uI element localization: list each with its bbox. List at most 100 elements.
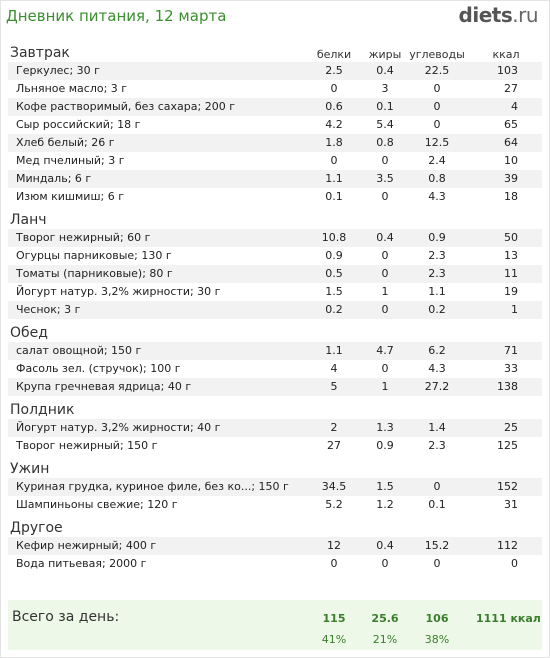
food-protein: 27 (327, 439, 341, 452)
food-row: Огурцы парниковые; 130 г 0.9 0 2.3 13 (8, 247, 542, 265)
food-name: Кофе растворимый, без сахара; 200 г (16, 100, 235, 113)
food-name: Йогурт натур. 3,2% жирности; 40 г (16, 421, 221, 434)
food-row: Геркулес; 30 г 2.5 0.4 22.5 103 (8, 62, 542, 80)
food-protein: 1.1 (325, 344, 343, 357)
food-protein: 5.2 (325, 498, 343, 511)
food-name: Хлеб белый; 26 г (16, 136, 115, 149)
food-fat: 3 (381, 82, 389, 95)
food-carbs: 2.3 (428, 267, 446, 280)
food-protein: 0.1 (325, 190, 343, 203)
food-row: Фасоль зел. (стручок); 100 г 4 0 4.3 33 (8, 360, 542, 378)
total-kcal: 1111 ккал (476, 612, 541, 625)
food-protein: 0 (330, 154, 338, 167)
food-name: Мед пчелиный; 3 г (16, 154, 125, 167)
food-row: Кофе растворимый, без сахара; 200 г 0.6 0.… (8, 98, 542, 116)
food-carbs: 0.2 (428, 303, 446, 316)
food-fat: 0 (381, 249, 389, 262)
section-title: Полдник (10, 402, 75, 418)
food-fat: 0 (381, 267, 389, 280)
food-row: Изюм кишмиш; 6 г 0.1 0 4.3 18 (8, 188, 542, 206)
food-row: Творог нежирный; 60 г 10.8 0.4 0.9 50 (8, 229, 542, 247)
fat-percent: 21% (372, 633, 398, 646)
food-protein: 1.1 (325, 172, 343, 185)
food-carbs: 1.4 (428, 421, 446, 434)
food-fat: 1.5 (376, 480, 394, 493)
food-carbs: 0 (433, 82, 441, 95)
food-protein: 2.5 (325, 64, 343, 77)
food-fat: 0.1 (376, 100, 394, 113)
section-title: Ужин (10, 461, 50, 477)
food-protein: 10.8 (321, 231, 347, 244)
food-row: Творог нежирный; 150 г 27 0.9 2.3 125 (8, 437, 542, 455)
section-title: Ланч (10, 212, 47, 228)
food-fat: 0.4 (376, 231, 394, 244)
food-fat: 1.3 (376, 421, 394, 434)
food-name: Сыр российский; 18 г (16, 118, 141, 131)
food-carbs: 0.8 (428, 172, 446, 185)
food-fat: 0 (381, 557, 389, 570)
food-kcal: 10 (504, 154, 518, 167)
carbs-percent: 38% (424, 633, 450, 646)
food-name: Йогурт натур. 3,2% жирности; 30 г (16, 285, 221, 298)
total-protein: 115 (322, 612, 346, 625)
column-header-kcal: ккал (492, 48, 520, 61)
food-name: Чеснок; 3 г (16, 303, 81, 316)
food-fat: 0.4 (376, 539, 394, 552)
food-carbs: 0.9 (428, 231, 446, 244)
food-carbs: 2.4 (428, 154, 446, 167)
section-header: Ланч (8, 211, 542, 229)
food-kcal: 13 (504, 249, 518, 262)
food-name: Шампиньоны свежие; 120 г (16, 498, 178, 511)
food-kcal: 50 (504, 231, 518, 244)
food-row: Йогурт натур. 3,2% жирности; 40 г 2 1.3 1.4… (8, 419, 542, 437)
food-fat: 0.9 (376, 439, 394, 452)
food-protein: 34.5 (321, 480, 347, 493)
food-name: Геркулес; 30 г (16, 64, 100, 77)
food-protein: 0.5 (325, 267, 343, 280)
food-fat: 0 (381, 190, 389, 203)
logo-main: diets (458, 3, 513, 27)
site-logo[interactable]: diets.ru (458, 3, 539, 27)
food-row: Шампиньоны свежие; 120 г 5.2 1.2 0.1 31 (8, 496, 542, 514)
food-row: Томаты (парниковые); 80 г 0.5 0 2.3 11 (8, 265, 542, 283)
food-carbs: 15.2 (424, 539, 450, 552)
food-row: Вода питьевая; 2000 г 0 0 0 0 (8, 555, 542, 573)
totals-label: Всего за день: (12, 609, 120, 625)
food-carbs: 12.5 (424, 136, 450, 149)
food-name: Вода питьевая; 2000 г (16, 557, 147, 570)
food-row: Миндаль; 6 г 1.1 3.5 0.8 39 (8, 170, 542, 188)
food-row: Льняное масло; 3 г 0 3 0 27 (8, 80, 542, 98)
food-protein: 4.2 (325, 118, 343, 131)
food-name: Миндаль; 6 г (16, 172, 92, 185)
food-fat: 5.4 (376, 118, 394, 131)
food-name: Крупа гречневая ядрица; 40 г (16, 380, 192, 393)
food-name: Томаты (парниковые); 80 г (16, 267, 173, 280)
total-carbs: 106 (425, 612, 449, 625)
food-kcal: 27 (504, 82, 518, 95)
food-name: салат овощной; 150 г (16, 344, 142, 357)
column-header-fat: жиры (368, 48, 402, 61)
food-kcal: 1 (511, 303, 518, 316)
daily-totals: Всего за день: 115 25.6 106 1111 ккал 41… (8, 600, 542, 650)
food-carbs: 27.2 (424, 380, 450, 393)
food-carbs: 4.3 (428, 362, 446, 375)
food-row: салат овощной; 150 г 1.1 4.7 6.2 71 (8, 342, 542, 360)
food-protein: 2 (330, 421, 338, 434)
food-name: Кефир нежирный; 400 г (16, 539, 157, 552)
food-kcal: 71 (504, 344, 518, 357)
food-fat: 0.8 (376, 136, 394, 149)
food-kcal: 19 (504, 285, 518, 298)
food-protein: 0 (330, 82, 338, 95)
food-protein: 12 (327, 539, 341, 552)
food-carbs: 0 (433, 480, 441, 493)
food-kcal: 138 (497, 380, 518, 393)
food-row: Кефир нежирный; 400 г 12 0.4 15.2 112 (8, 537, 542, 555)
page-header: Дневник питания, 12 марта diets.ru (0, 0, 550, 40)
food-name: Фасоль зел. (стручок); 100 г (16, 362, 181, 375)
section-header: Полдник (8, 401, 542, 419)
food-carbs: 1.1 (428, 285, 446, 298)
food-row: Крупа гречневая ядрица; 40 г 5 1 27.2 138 (8, 378, 542, 396)
food-fat: 1 (381, 380, 389, 393)
food-name: Куриная грудка, куриное филе, без ко...;… (16, 480, 289, 493)
food-carbs: 0 (433, 100, 441, 113)
